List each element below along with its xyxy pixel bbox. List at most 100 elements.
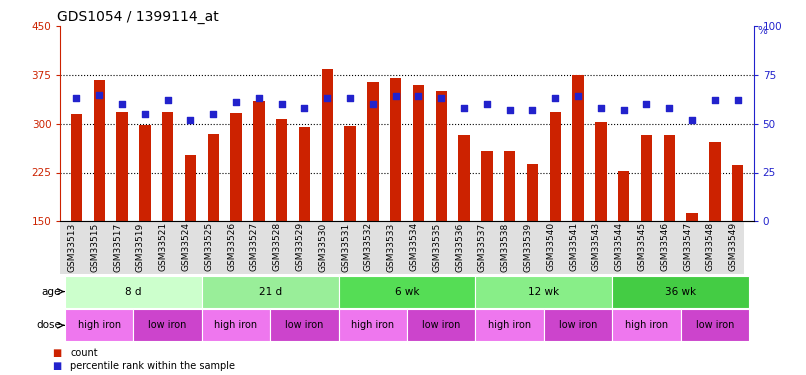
Text: high iron: high iron	[625, 320, 668, 330]
Bar	[435, 91, 447, 221]
Text: age: age	[42, 286, 61, 297]
Point	[708, 98, 721, 104]
Text: GSM33541: GSM33541	[569, 222, 578, 272]
Point	[93, 92, 106, 98]
Point	[663, 105, 675, 111]
Point	[412, 93, 425, 99]
Point	[526, 107, 539, 113]
Point	[70, 95, 83, 101]
Point	[252, 95, 265, 101]
Text: GSM33539: GSM33539	[523, 222, 533, 272]
Text: high iron: high iron	[214, 320, 258, 330]
Point	[617, 107, 630, 113]
Point	[389, 93, 402, 99]
Bar	[322, 69, 333, 221]
Bar	[134, 309, 202, 341]
Text: GSM33546: GSM33546	[660, 222, 669, 272]
Text: 8 d: 8 d	[125, 286, 142, 297]
Bar	[476, 276, 613, 308]
Bar	[544, 309, 613, 341]
Text: ■: ■	[52, 348, 61, 358]
Point	[594, 105, 607, 111]
Bar	[680, 309, 749, 341]
Text: high iron: high iron	[488, 320, 531, 330]
Bar	[663, 135, 675, 221]
Text: GSM33535: GSM33535	[432, 222, 441, 272]
Bar	[93, 80, 105, 221]
Point	[207, 111, 220, 117]
Bar	[185, 155, 196, 221]
Text: low iron: low iron	[148, 320, 187, 330]
Point	[367, 101, 380, 107]
Text: GSM33526: GSM33526	[227, 222, 236, 272]
Point	[298, 105, 311, 111]
Bar	[339, 276, 476, 308]
Point	[503, 107, 516, 113]
Text: GSM33548: GSM33548	[706, 222, 715, 272]
Bar	[595, 123, 607, 221]
Bar	[339, 309, 407, 341]
Text: GSM33549: GSM33549	[729, 222, 737, 272]
Bar	[618, 171, 629, 221]
Bar	[344, 126, 355, 221]
Bar	[613, 309, 680, 341]
Bar	[613, 276, 749, 308]
Bar	[407, 309, 476, 341]
Bar	[390, 78, 401, 221]
Point	[230, 99, 243, 105]
Text: GSM33538: GSM33538	[501, 222, 509, 272]
Point	[549, 95, 562, 101]
Text: 6 wk: 6 wk	[395, 286, 419, 297]
Bar	[116, 112, 127, 221]
Text: ■: ■	[52, 361, 61, 371]
Text: GSM33544: GSM33544	[615, 222, 624, 271]
Text: low iron: low iron	[559, 320, 597, 330]
Bar	[550, 112, 561, 221]
Point	[139, 111, 152, 117]
Text: GSM33533: GSM33533	[387, 222, 396, 272]
Bar	[459, 135, 470, 221]
Text: 12 wk: 12 wk	[528, 286, 559, 297]
Bar	[504, 151, 515, 221]
Text: GSM33529: GSM33529	[296, 222, 305, 272]
Bar	[231, 113, 242, 221]
Text: GSM33540: GSM33540	[546, 222, 555, 272]
Text: high iron: high iron	[77, 320, 121, 330]
Point	[731, 98, 744, 104]
Bar	[709, 142, 721, 221]
Text: GSM33527: GSM33527	[250, 222, 259, 272]
Bar	[276, 119, 287, 221]
Bar	[162, 112, 173, 221]
Text: GSM33543: GSM33543	[592, 222, 600, 272]
Text: GSM33536: GSM33536	[455, 222, 464, 272]
Text: GSM33517: GSM33517	[113, 222, 122, 272]
Bar	[641, 135, 652, 221]
Text: GSM33521: GSM33521	[159, 222, 168, 272]
Point	[458, 105, 471, 111]
Bar	[202, 276, 339, 308]
Text: GSM33531: GSM33531	[341, 222, 350, 272]
Text: GSM33537: GSM33537	[478, 222, 487, 272]
Point	[275, 101, 288, 107]
Text: GSM33525: GSM33525	[204, 222, 214, 272]
Bar	[71, 114, 82, 221]
Text: GDS1054 / 1399114_at: GDS1054 / 1399114_at	[57, 10, 218, 24]
Text: count: count	[70, 348, 98, 358]
Text: GSM33530: GSM33530	[318, 222, 327, 272]
Text: GSM33524: GSM33524	[181, 222, 190, 271]
Text: low iron: low iron	[696, 320, 734, 330]
Text: GSM33515: GSM33515	[90, 222, 99, 272]
Text: GSM33545: GSM33545	[638, 222, 646, 272]
Text: high iron: high iron	[351, 320, 394, 330]
Text: GSM33528: GSM33528	[272, 222, 281, 272]
Text: dose: dose	[36, 320, 61, 330]
Point	[571, 93, 584, 99]
Text: 36 wk: 36 wk	[665, 286, 696, 297]
Bar	[65, 276, 202, 308]
Bar	[299, 127, 310, 221]
Bar	[65, 309, 134, 341]
Bar	[527, 164, 538, 221]
Point	[321, 95, 334, 101]
Bar	[207, 134, 219, 221]
Text: GSM33513: GSM33513	[68, 222, 77, 272]
